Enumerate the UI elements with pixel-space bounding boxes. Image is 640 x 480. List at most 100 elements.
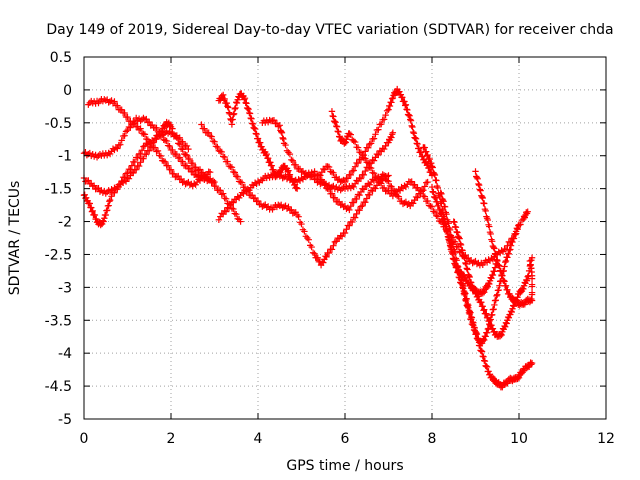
data-point-marker xyxy=(347,202,354,210)
data-point-marker xyxy=(524,273,531,280)
data-point-marker xyxy=(218,191,225,198)
data-point-marker xyxy=(220,153,227,160)
data-point-marker xyxy=(279,134,286,142)
data-point-marker xyxy=(367,164,375,172)
data-point-marker xyxy=(415,145,423,152)
data-point-marker xyxy=(498,331,505,339)
data-point-marker xyxy=(426,155,434,163)
data-point-marker xyxy=(91,211,99,219)
data-point-marker xyxy=(331,238,339,246)
data-point-marker xyxy=(514,225,521,233)
data-point-marker xyxy=(363,195,370,202)
x-tick-label: 10 xyxy=(510,431,528,447)
data-point-marker xyxy=(253,130,260,138)
data-point-marker xyxy=(466,273,473,281)
data-point-marker xyxy=(242,99,249,106)
data-point-marker xyxy=(367,140,375,147)
data-point-marker xyxy=(232,104,239,112)
data-point-marker xyxy=(412,134,419,142)
data-point-marker xyxy=(221,95,228,103)
data-point-marker xyxy=(469,318,476,326)
data-point-marker xyxy=(441,203,449,211)
data-point-marker xyxy=(465,279,473,286)
data-point-marker xyxy=(453,228,460,236)
data-point-marker xyxy=(486,317,493,325)
data-point-marker xyxy=(223,99,231,107)
data-point-marker xyxy=(510,235,518,242)
data-point-marker xyxy=(189,159,196,167)
data-point-marker xyxy=(162,137,169,144)
data-point-marker xyxy=(292,161,299,169)
data-point-marker xyxy=(186,155,194,163)
data-point-marker xyxy=(351,138,359,146)
data-point-marker xyxy=(249,120,256,127)
data-point-marker xyxy=(215,147,223,154)
data-point-marker xyxy=(180,150,188,158)
data-point-marker xyxy=(130,169,137,177)
data-point-marker xyxy=(333,122,340,130)
data-point-marker xyxy=(166,142,173,150)
data-point-marker xyxy=(460,253,468,260)
data-point-marker xyxy=(106,196,114,204)
data-point-marker xyxy=(225,109,233,116)
y-axis-label: SDTVAR / TECUs xyxy=(7,181,23,296)
y-tick-label: 0 xyxy=(63,83,72,99)
data-point-marker xyxy=(196,166,204,173)
data-point-marker xyxy=(411,134,418,141)
data-point-marker xyxy=(433,212,440,219)
y-tick-label: -2.5 xyxy=(45,247,72,263)
data-point-marker xyxy=(298,220,305,228)
data-point-marker xyxy=(363,159,370,166)
data-point-marker xyxy=(478,193,486,201)
data-point-marker xyxy=(446,240,454,247)
data-point-marker xyxy=(323,253,330,261)
data-point-marker xyxy=(421,193,428,200)
data-point-marker xyxy=(388,99,395,106)
data-point-marker xyxy=(140,114,147,122)
data-point-marker xyxy=(459,282,467,290)
data-point-marker xyxy=(478,347,485,355)
data-point-marker xyxy=(380,172,388,179)
data-point-marker xyxy=(304,172,311,180)
data-point-marker xyxy=(475,180,482,188)
data-point-marker xyxy=(490,244,497,251)
data-point-marker xyxy=(309,249,317,256)
data-point-marker xyxy=(388,134,395,141)
data-point-marker xyxy=(502,282,510,289)
data-point-marker xyxy=(468,314,476,321)
data-point-marker xyxy=(252,130,260,137)
data-point-marker xyxy=(280,135,287,143)
data-point-marker xyxy=(421,183,428,190)
data-point-marker xyxy=(459,281,466,289)
data-point-marker xyxy=(450,218,457,225)
data-point-marker xyxy=(254,197,262,205)
data-point-marker xyxy=(483,363,491,371)
data-point-marker xyxy=(489,325,497,332)
data-point-marker xyxy=(230,110,238,117)
data-point-marker xyxy=(480,307,487,314)
data-point-marker xyxy=(176,154,183,161)
data-point-marker xyxy=(331,118,339,125)
data-point-marker xyxy=(491,301,498,309)
data-point-marker xyxy=(122,178,130,185)
data-point-marker xyxy=(523,277,531,284)
data-point-marker xyxy=(465,302,472,309)
data-point-marker xyxy=(321,166,328,173)
data-point-marker xyxy=(480,353,487,360)
data-point-marker xyxy=(449,241,457,248)
data-point-marker xyxy=(111,98,118,105)
data-point-marker xyxy=(443,227,450,234)
x-tick-label: 6 xyxy=(341,431,350,447)
data-point-marker xyxy=(156,132,163,139)
data-point-marker xyxy=(305,236,312,243)
data-point-marker xyxy=(431,194,439,201)
data-point-marker xyxy=(404,111,412,118)
data-point-marker xyxy=(401,182,408,189)
data-point-marker xyxy=(191,180,198,187)
data-point-marker xyxy=(100,218,107,225)
data-point-marker xyxy=(227,163,234,170)
data-point-marker xyxy=(327,168,334,175)
data-point-marker xyxy=(154,147,162,155)
data-point-marker xyxy=(474,175,481,183)
data-point-marker xyxy=(343,226,350,233)
